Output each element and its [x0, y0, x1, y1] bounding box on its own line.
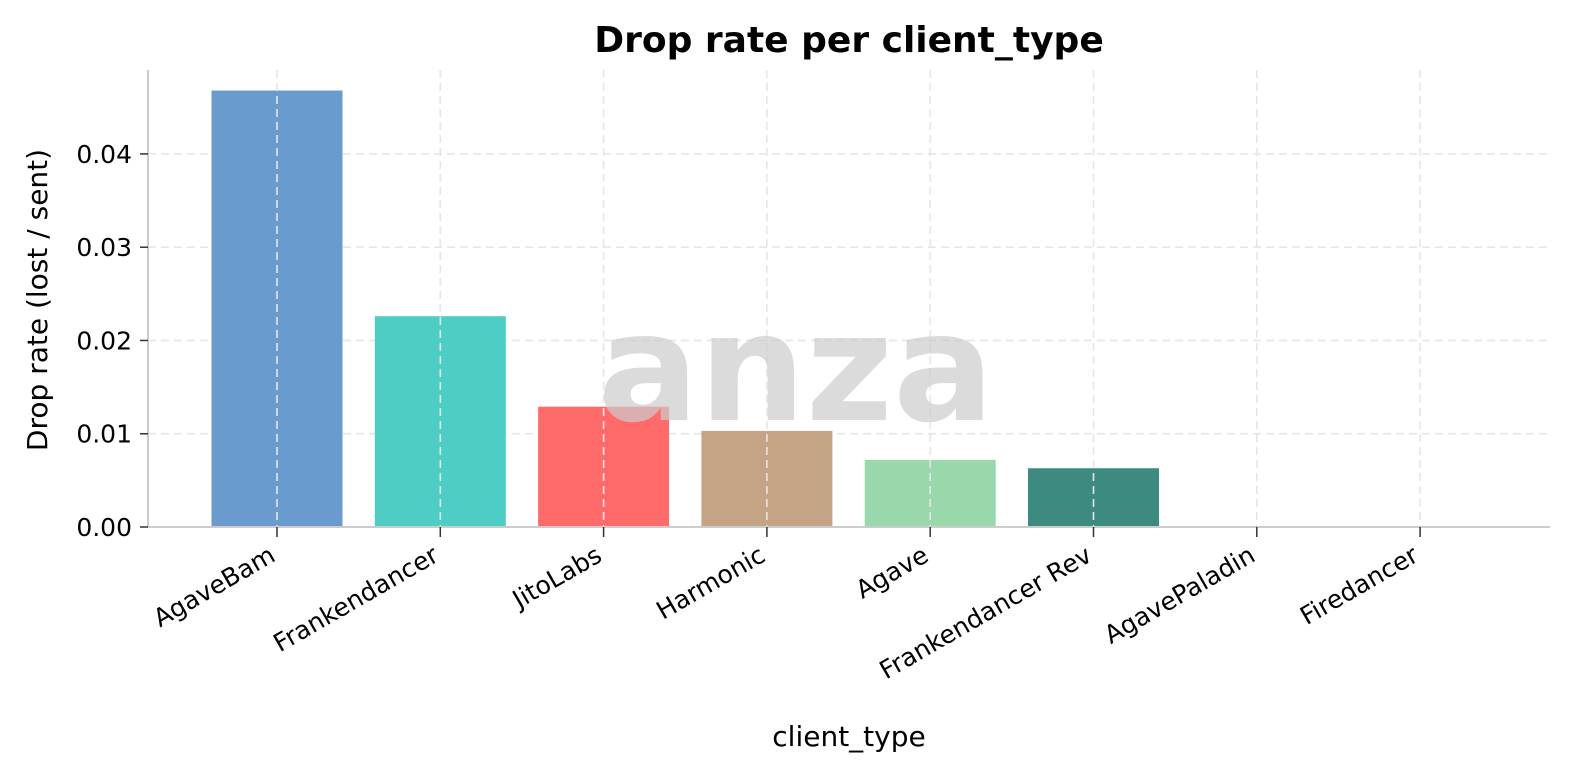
y-tick-label: 0.04 — [76, 140, 132, 169]
x-tick-label: Agave — [851, 540, 933, 604]
y-ticks: 0.00 0.01 0.02 0.03 0.04 — [76, 140, 148, 542]
x-axis-label: client_type — [772, 720, 925, 753]
y-tick-label: 0.03 — [76, 233, 132, 262]
chart-title: Drop rate per client_type — [594, 20, 1103, 61]
x-tick-label: Firedancer — [1295, 540, 1424, 631]
x-tick-label: AgaveBam — [148, 540, 280, 633]
x-tick-label: JitoLabs — [506, 540, 607, 615]
y-tick-label: 0.00 — [76, 513, 132, 542]
x-tick-label: Harmonic — [651, 540, 770, 625]
vertical-grid-lines — [276, 70, 1421, 527]
x-tick-label: Frankendancer — [268, 540, 444, 658]
watermark-logo: anza — [598, 282, 995, 456]
x-tick-label: AgavePaladin — [1099, 540, 1260, 649]
y-axis-label: Drop rate (lost / sent) — [21, 149, 54, 451]
y-tick-label: 0.02 — [76, 326, 132, 355]
y-tick-label: 0.01 — [76, 420, 132, 449]
